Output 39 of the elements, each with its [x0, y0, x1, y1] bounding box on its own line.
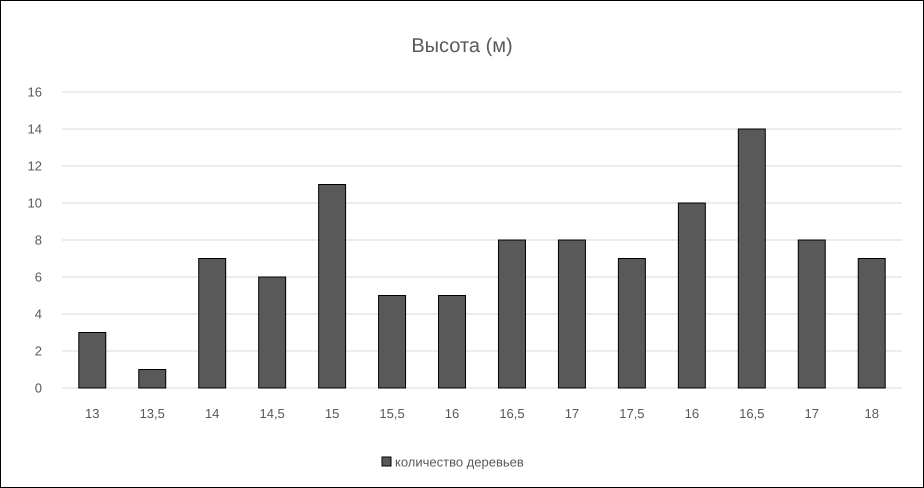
y-tick-label: 6	[34, 270, 42, 285]
y-tick-label: 4	[34, 306, 42, 322]
bar	[498, 240, 526, 388]
bar	[138, 369, 166, 388]
x-tick-label: 17	[804, 406, 819, 421]
bar	[738, 128, 766, 388]
x-tick-label: 17	[564, 406, 580, 421]
y-tick-label: 0	[34, 380, 42, 396]
bar	[318, 184, 346, 388]
x-tick-label: 14,5	[259, 406, 285, 421]
y-tick-label: 16	[28, 84, 42, 100]
bar	[858, 258, 886, 388]
y-tick-label: 10	[28, 196, 42, 211]
bar	[78, 332, 106, 388]
x-tick-label: 17,5	[619, 406, 645, 421]
bar	[558, 240, 586, 388]
x-tick-label: 16,5	[739, 406, 764, 421]
x-tick-label: 16	[684, 406, 700, 421]
bar	[378, 295, 406, 388]
bar	[258, 276, 286, 388]
x-tick-label: 18	[864, 406, 879, 421]
y-tick-label: 14	[28, 122, 42, 137]
x-tick-label: 16,5	[499, 406, 525, 421]
bar	[618, 258, 646, 388]
bar	[438, 295, 466, 388]
legend-label: количество деревьев	[395, 454, 524, 470]
x-tick-label: 15,5	[379, 406, 405, 421]
y-tick-label: 8	[34, 232, 42, 248]
bar	[678, 202, 706, 388]
bar	[198, 258, 226, 388]
x-tick-label: 13,5	[140, 406, 165, 421]
bar	[798, 240, 826, 388]
chart-title: Высота (м)	[411, 35, 513, 57]
x-tick-label: 14	[204, 406, 220, 421]
y-tick-label: 12	[28, 158, 42, 174]
x-tick-label: 13	[85, 406, 100, 421]
y-tick-label: 2	[34, 344, 42, 359]
x-tick-label: 16	[444, 406, 460, 421]
x-tick-label: 15	[324, 406, 340, 421]
